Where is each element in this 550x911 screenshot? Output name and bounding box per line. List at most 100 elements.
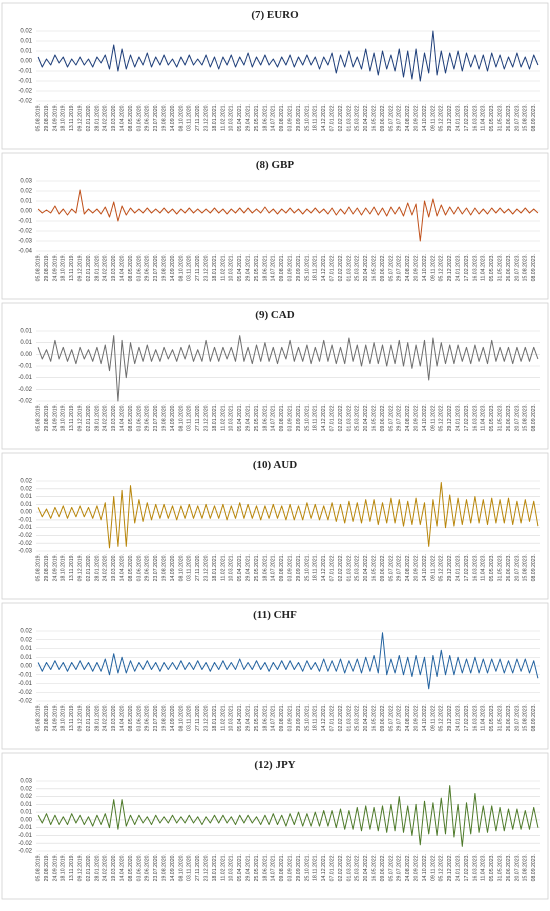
x-tick-label: 09.06.2022. [380,704,386,731]
x-tick-label: 15.08.2023. [523,104,529,131]
x-tick-label: 03.09.2021. [287,404,293,431]
x-tick-label: 25.10.2021. [304,254,310,281]
x-tick-label: 08.10.2020. [178,104,184,131]
panel: (8) GBP 0.03 0.02 0.01 0.00 -0.01 -0.02 -0.03 -0… [1,152,549,300]
x-tick-label: 10.03.2021. [229,104,235,131]
x-tick-label: 29.09.2021. [296,854,302,881]
x-tick-label: 23.12.2020. [203,854,209,881]
y-tick-label: 0.02 [20,786,32,792]
x-tick-label: 20.07.2023. [514,104,520,131]
x-tick-label: 24.09.2019. [52,854,58,881]
x-tick-label: 18.01.2021. [212,254,218,281]
x-tick-label: 19.08.2020. [161,254,167,281]
chart-title: (10) AUD [253,459,297,471]
chart-title: (8) GBP [256,159,294,171]
x-tick-label: 14.07.2021. [271,854,277,881]
x-tick-label: 11.02.2021. [220,554,226,581]
x-tick-label: 09.12.2019. [77,254,83,281]
x-tick-label: 31.05.2023. [497,104,503,131]
x-tick-label: 08.09.2023. [531,854,537,881]
x-tick-label: 15.08.2023. [523,704,529,731]
x-tick-label: 03.09.2021. [287,854,293,881]
x-tick-label: 14.10.2022. [422,254,428,281]
panel: (12) JPY0.030.020.020.010.010.00-0.01-0.… [1,752,549,900]
x-tick-label: 24.01.2023. [455,254,461,281]
x-tick-label: 14.04.2020. [119,254,125,281]
x-tick-label: 24.01.2023. [455,704,461,731]
x-tick-label: 05.07.2022. [388,404,394,431]
x-tick-label: 15.08.2023. [523,254,529,281]
x-tick-label: 20.04.2022. [363,854,369,881]
x-tick-label: 29.04.2021. [245,554,251,581]
x-tick-label: 01.03.2022. [346,104,352,131]
x-tick-label: 07.01.2022. [329,104,335,131]
x-tick-label: 25.03.2022. [355,104,361,131]
panel-border [1,452,549,600]
x-tick-label: 05.07.2022. [388,704,394,731]
x-tick-label: 26.06.2023. [506,104,512,131]
x-tick-label: 24.08.2022. [405,254,411,281]
x-tick-label: 29.09.2021. [296,104,302,131]
y-tick-label: 0.01 [20,494,32,500]
x-tick-label: 05.08.2019. [35,854,41,881]
x-tick-label: 20.09.2022. [413,254,419,281]
x-tick-label: 24.09.2019. [52,254,58,281]
x-tick-label: 16.03.2023. [472,404,478,431]
x-tick-label: 16.03.2023. [472,104,478,131]
y-tick-label: 0.01 [20,39,32,45]
x-tick-label: 31.05.2023. [497,854,503,881]
x-tick-label: 08.09.2023. [531,554,537,581]
y-tick-label: -0.02 [18,89,32,95]
x-tick-label: 03.11.2020. [187,554,193,581]
x-tick-label: 16.03.2023. [472,554,478,581]
x-tick-label: 20.07.2023. [514,704,520,731]
x-tick-label: 28.01.2020. [94,254,100,281]
panel-border [1,302,549,450]
x-tick-label: 19.03.2020. [111,254,117,281]
x-tick-label: 14.12.2021. [321,254,327,281]
y-tick-label: -0.01 [18,833,32,839]
x-tick-label: 29.12.2022. [447,554,453,581]
x-tick-label: 03.11.2020. [187,404,193,431]
x-tick-label: 28.01.2020. [94,554,100,581]
x-tick-label: 27.11.2020. [195,554,201,581]
x-tick-label: 16.03.2023. [472,704,478,731]
x-tick-label: 29.07.2022. [397,854,403,881]
x-tick-label: 18.06.2021. [262,104,268,131]
y-tick-label: 0.00 [20,817,32,823]
x-tick-label: 29.08.2019. [44,104,50,131]
x-tick-label: 10.03.2021. [229,704,235,731]
x-tick-label: 24.02.2020. [103,854,109,881]
x-tick-label: 25.05.2021. [254,104,260,131]
x-tick-label: 11.02.2021. [220,104,226,131]
x-tick-label: 18.10.2019. [61,104,67,131]
x-tick-label: 24.02.2020. [103,254,109,281]
x-tick-label: 18.06.2021. [262,254,268,281]
x-tick-label: 08.10.2020. [178,554,184,581]
x-tick-label: 29.06.2020. [145,704,151,731]
chart-title: (9) CAD [255,309,294,321]
x-tick-label: 29.08.2019. [44,404,50,431]
x-tick-label: 03.09.2021. [287,704,293,731]
y-tick-label: 0.01 [20,810,32,816]
x-tick-label: 14.04.2020. [119,854,125,881]
x-tick-label: 16.03.2023. [472,254,478,281]
x-tick-label: 25.05.2021. [254,704,260,731]
x-tick-label: 14.04.2020. [119,704,125,731]
x-tick-label: 31.05.2023. [497,404,503,431]
x-tick-label: 29.04.2021. [245,254,251,281]
x-tick-label: 19.03.2020. [111,554,117,581]
x-tick-label: 19.08.2020. [161,704,167,731]
x-tick-label: 18.10.2019. [61,854,67,881]
x-tick-label: 14.12.2021. [321,104,327,131]
y-tick-label: 0.03 [20,779,32,785]
x-tick-label: 18.06.2021. [262,704,268,731]
x-tick-label: 02.01.2020. [86,404,92,431]
x-tick-label: 29.07.2022. [397,254,403,281]
x-tick-label: 19.03.2020. [111,404,117,431]
x-tick-label: 05.05.2023. [489,404,495,431]
x-tick-label: 09.06.2022. [380,404,386,431]
x-tick-label: 09.11.2022. [430,404,436,431]
x-tick-label: 29.08.2019. [44,554,50,581]
y-tick-label: -0.01 [18,79,32,85]
